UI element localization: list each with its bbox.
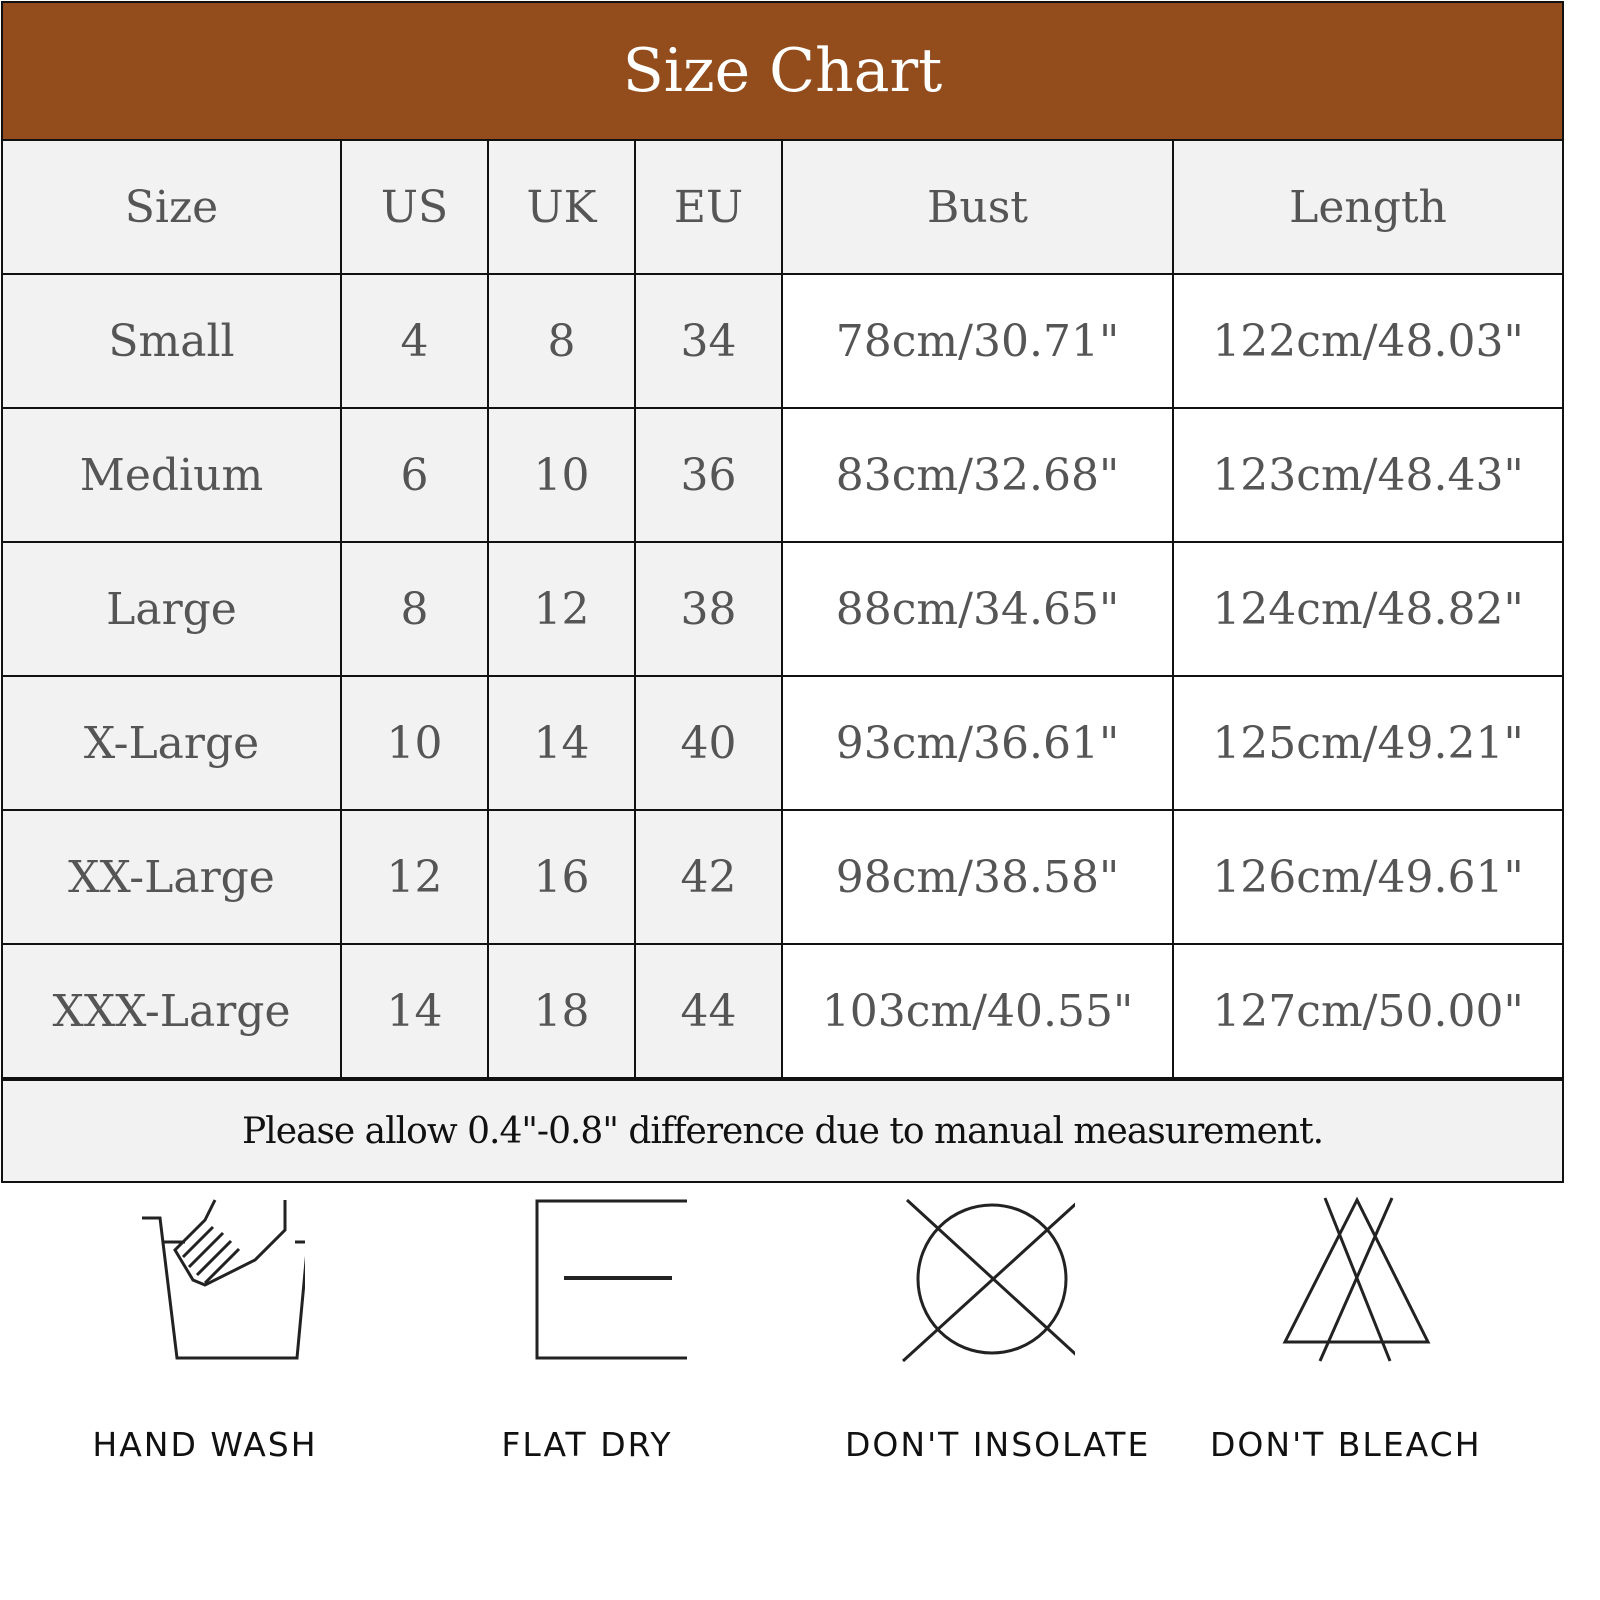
table-cell: 83cm/32.68" — [781, 407, 1174, 543]
table-cell: 36 — [634, 407, 783, 543]
table-cell: 38 — [634, 541, 783, 677]
table-cell: XXX-Large — [3, 943, 342, 1079]
table-row: Medium 6 10 36 83cm/32.68" 123cm/48.43" — [3, 407, 1562, 543]
care-label: HAND WASH — [92, 1425, 318, 1464]
column-header: Length — [1172, 141, 1562, 275]
table-cell: 78cm/30.71" — [781, 273, 1174, 409]
chart-title: Size Chart — [3, 3, 1562, 141]
table-cell: 18 — [487, 943, 636, 1079]
table-cell: 4 — [340, 273, 489, 409]
table-cell: 127cm/50.00" — [1172, 943, 1562, 1079]
column-header: Bust — [781, 141, 1174, 275]
measurement-note: Please allow 0.4"-0.8" difference due to… — [3, 1079, 1562, 1181]
table-cell: 122cm/48.03" — [1172, 273, 1562, 409]
care-hand-wash: HAND WASH — [75, 1195, 335, 1464]
table-cell: 40 — [634, 675, 783, 811]
table-cell: 98cm/38.58" — [781, 809, 1174, 945]
table-cell: Medium — [3, 407, 342, 543]
care-flat-dry: FLAT DRY — [457, 1195, 717, 1464]
hand-wash-icon — [142, 1199, 305, 1360]
table-cell: 126cm/49.61" — [1172, 809, 1562, 945]
dont-insolate-icon — [901, 1198, 1075, 1363]
table-cell: 14 — [487, 675, 636, 811]
table-row: Small 4 8 34 78cm/30.71" 122cm/48.03" — [3, 273, 1562, 409]
flat-dry-icon — [535, 1199, 687, 1360]
table-cell: 16 — [487, 809, 636, 945]
table-cell: 12 — [487, 541, 636, 677]
care-label: DON'T INSOLATE — [845, 1425, 1151, 1464]
table-row: X-Large 10 14 40 93cm/36.61" 125cm/49.21" — [3, 675, 1562, 811]
column-header: Size — [3, 141, 342, 275]
table-row: Large 8 12 38 88cm/34.65" 124cm/48.82" — [3, 541, 1562, 677]
care-dont-insolate: DON'T INSOLATE — [845, 1195, 1151, 1464]
table-row: XXX-Large 14 18 44 103cm/40.55" 127cm/50.00" — [3, 943, 1562, 1079]
dont-bleach-icon — [1282, 1196, 1431, 1362]
size-table: Size US UK EU Bust Length Small 4 8 34 78cm/30.71"… — [3, 141, 1562, 1079]
table-cell: Large — [3, 541, 342, 677]
header-row: Size US UK EU Bust Length — [3, 141, 1562, 275]
table-cell: 125cm/49.21" — [1172, 675, 1562, 811]
table-cell: 34 — [634, 273, 783, 409]
table-cell: XX-Large — [3, 809, 342, 945]
size-chart: Size Chart Size US UK EU Bust Length Small 4 8 34… — [1, 1, 1564, 1183]
column-header: US — [340, 141, 489, 275]
column-header: UK — [487, 141, 636, 275]
table-cell: X-Large — [3, 675, 342, 811]
care-label: FLAT DRY — [501, 1425, 673, 1464]
table-cell: Small — [3, 273, 342, 409]
table-cell: 124cm/48.82" — [1172, 541, 1562, 677]
table-cell: 10 — [487, 407, 636, 543]
table-cell: 103cm/40.55" — [781, 943, 1174, 1079]
table-cell: 8 — [340, 541, 489, 677]
care-dont-bleach: DON'T BLEACH — [1210, 1195, 1482, 1464]
table-cell: 42 — [634, 809, 783, 945]
table-cell: 93cm/36.61" — [781, 675, 1174, 811]
table-cell: 12 — [340, 809, 489, 945]
table-cell: 10 — [340, 675, 489, 811]
table-cell: 6 — [340, 407, 489, 543]
care-label: DON'T BLEACH — [1210, 1425, 1482, 1464]
table-cell: 14 — [340, 943, 489, 1079]
table-row: XX-Large 12 16 42 98cm/38.58" 126cm/49.61" — [3, 809, 1562, 945]
table-cell: 88cm/34.65" — [781, 541, 1174, 677]
table-cell: 8 — [487, 273, 636, 409]
column-header: EU — [634, 141, 783, 275]
table-cell: 44 — [634, 943, 783, 1079]
table-cell: 123cm/48.43" — [1172, 407, 1562, 543]
